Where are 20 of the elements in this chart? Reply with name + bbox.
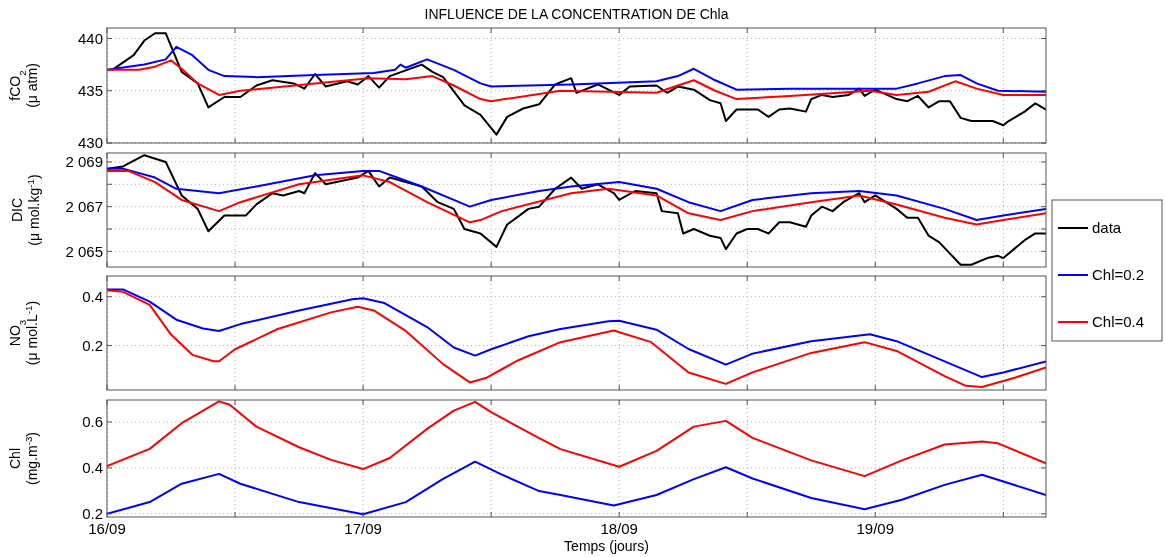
x-tick-label: 18/09 — [600, 520, 638, 537]
y-tick-label: 0.4 — [82, 459, 103, 477]
y-tick-label: 2 067 — [65, 197, 103, 215]
legend-label: Chl=0.4 — [1092, 313, 1145, 331]
y-tick-label: 2 069 — [65, 153, 103, 171]
y-tick-label: 440 — [77, 29, 103, 47]
legend-label: data — [1092, 219, 1122, 237]
y-tick-label: 0.6 — [82, 413, 103, 431]
y-tick-label: 2 065 — [65, 242, 103, 260]
legend-label: Chl=0.2 — [1092, 266, 1145, 284]
x-tick-label: 17/09 — [344, 520, 382, 537]
y-tick-label: 0.2 — [82, 336, 103, 354]
y-tick-label: 435 — [77, 81, 103, 99]
x-tick-label: 19/09 — [856, 520, 895, 537]
chart-title: INFLUENCE DE LA CONCENTRATION DE Chla — [424, 6, 729, 22]
x-axis-title: Temps (jours) — [564, 538, 649, 554]
x-tick-label: 16/09 — [88, 520, 126, 537]
y-tick-label: 0.4 — [82, 288, 103, 305]
y-tick-label: 430 — [77, 134, 103, 152]
y-tick-label: 0.2 — [82, 505, 103, 523]
